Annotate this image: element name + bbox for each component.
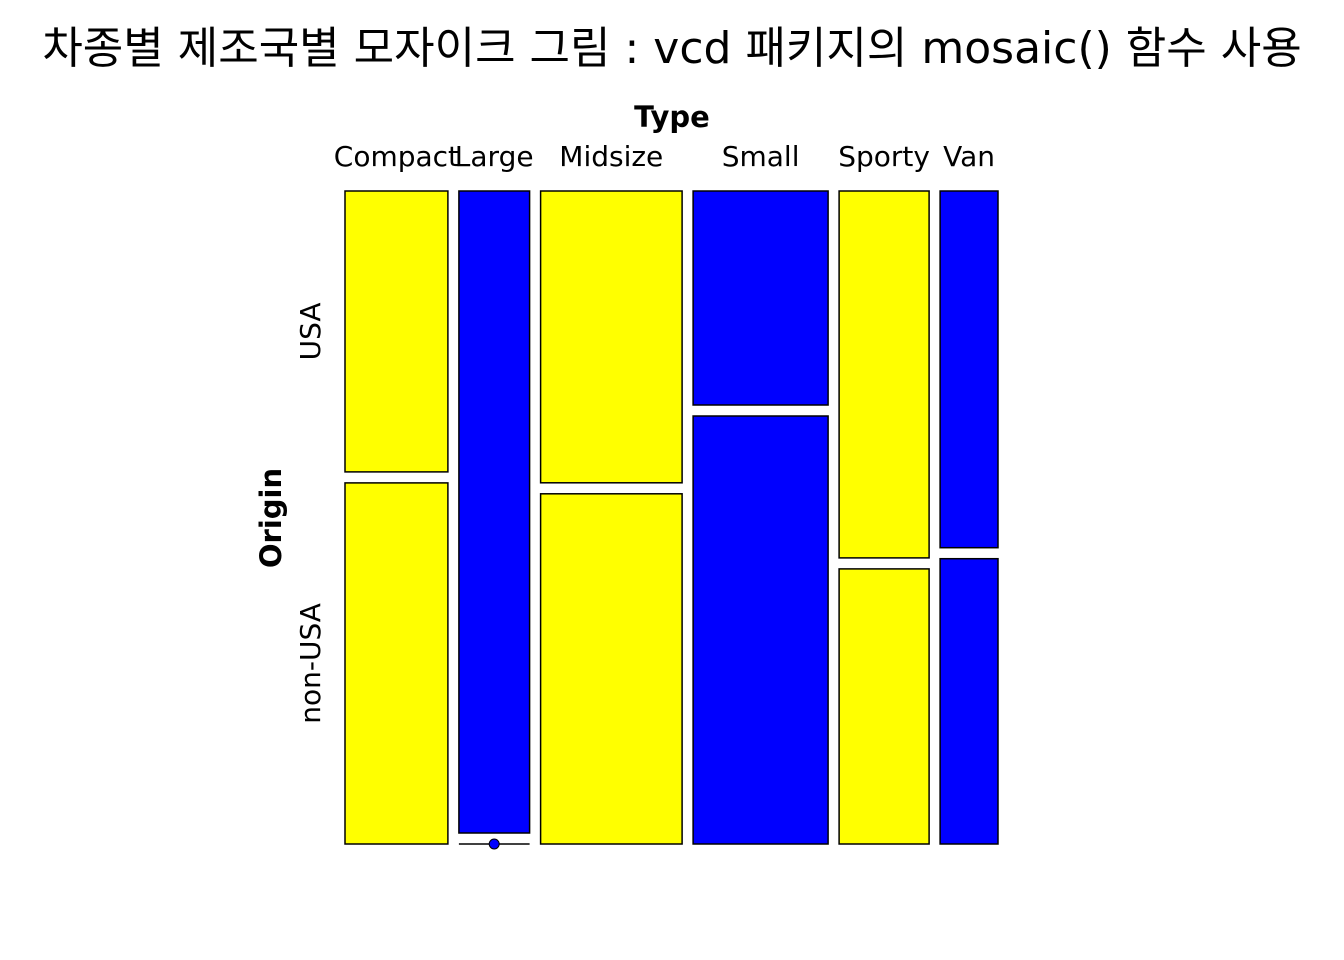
tile-large-usa bbox=[458, 190, 531, 834]
tile-sporty-non-usa bbox=[838, 568, 930, 845]
row-label-usa: USA bbox=[294, 302, 327, 360]
tile-small-usa bbox=[692, 190, 829, 406]
row-tick-labels: USA non-USA bbox=[294, 302, 327, 723]
tile-van-usa bbox=[939, 190, 999, 549]
tile-sporty-usa bbox=[838, 190, 930, 559]
column-label-midsize: Midsize bbox=[559, 140, 663, 173]
tile-midsize-non-usa bbox=[539, 493, 683, 845]
tile-van-non-usa bbox=[939, 557, 999, 845]
row-label-non-usa: non-USA bbox=[294, 603, 327, 724]
tile-midsize-usa bbox=[539, 190, 683, 484]
mosaic-tiles bbox=[344, 190, 999, 850]
column-label-compact: Compact bbox=[334, 140, 459, 173]
chart-title: 차종별 제조국별 모자이크 그림 : vcd 패키지의 mosaic() 함수 … bbox=[42, 23, 1302, 74]
column-variable-label: Type bbox=[634, 100, 710, 134]
column-label-small: Small bbox=[722, 140, 800, 173]
row-variable-label: Origin bbox=[254, 468, 288, 568]
tile-compact-usa bbox=[344, 190, 449, 473]
tile-small-non-usa bbox=[692, 415, 829, 845]
tile-large-non-usa-empty-marker bbox=[488, 838, 500, 850]
tile-compact-non-usa bbox=[344, 482, 449, 845]
column-label-van: Van bbox=[943, 140, 995, 173]
column-label-large: Large bbox=[455, 140, 534, 173]
column-label-sporty: Sporty bbox=[838, 140, 930, 173]
